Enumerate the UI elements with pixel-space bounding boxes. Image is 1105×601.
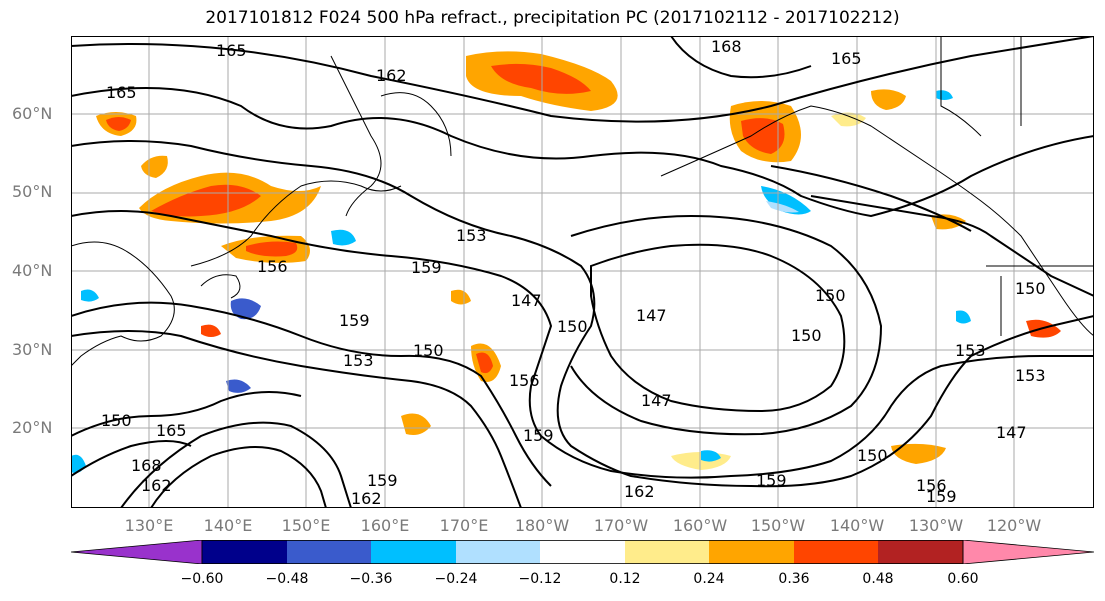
- contour-label: 156: [509, 371, 540, 390]
- lon-label: 140°E: [203, 516, 253, 535]
- contour-label: 165: [106, 83, 137, 102]
- map-panel: 165 165 162 168 165 153 156 159 159 153 …: [71, 36, 1094, 508]
- lat-label: 30°N: [12, 340, 53, 359]
- colorbar-tick-label: 0.48: [862, 571, 894, 587]
- colorbar-tick-label: −0.48: [265, 571, 309, 587]
- refractivity-contours: [71, 36, 1094, 508]
- contour-label: 168: [711, 37, 742, 56]
- contour-label: 162: [624, 482, 655, 501]
- contour-label: 147: [636, 306, 667, 325]
- colorbar-tick-label: 0.24: [693, 571, 725, 587]
- precip-shading-negative: [71, 90, 971, 474]
- colorbar-bin: [794, 540, 878, 564]
- lon-label: 150°W: [750, 516, 806, 535]
- colorbar-tick-label: −0.60: [180, 571, 224, 587]
- lon-label: 140°W: [829, 516, 885, 535]
- colorbar-bin: [878, 540, 963, 564]
- contour-label: 147: [511, 291, 542, 310]
- coastlines: [71, 36, 1094, 367]
- contour-label: 153: [456, 226, 487, 245]
- lon-label: 160°W: [672, 516, 728, 535]
- colorbar-extend-high: [962, 540, 1094, 564]
- contour-label: 150: [815, 286, 846, 305]
- colorbar-bin: [202, 540, 287, 564]
- contour-label: 147: [641, 391, 672, 410]
- contour-label: 150: [1015, 279, 1046, 298]
- contour-label: 153: [343, 351, 374, 370]
- lon-label: 180°W: [514, 516, 570, 535]
- contour-label: 159: [523, 426, 554, 445]
- colorbar: [71, 540, 1094, 564]
- contour-label: 165: [156, 421, 187, 440]
- colorbar-bin: [709, 540, 794, 564]
- contour-label: 159: [367, 471, 398, 490]
- lon-label: 170°W: [593, 516, 649, 535]
- contour-label: 159: [339, 311, 370, 330]
- contour-label: 153: [955, 341, 986, 360]
- contour-label: 159: [756, 471, 787, 490]
- colorbar-tick-label: 0.12: [609, 571, 641, 587]
- lon-label: 130°W: [908, 516, 964, 535]
- lat-label: 40°N: [12, 261, 53, 280]
- lat-label: 60°N: [12, 104, 53, 123]
- precip-shading-positive: [96, 51, 1061, 470]
- colorbar-tick-label: −0.12: [518, 571, 562, 587]
- lon-label: 130°E: [124, 516, 174, 535]
- lat-label: 50°N: [12, 182, 53, 201]
- contour-label: 168: [131, 456, 162, 475]
- colorbar-bin: [540, 540, 625, 564]
- contour-label: 156: [916, 476, 947, 495]
- map-gridlines: [71, 36, 1094, 508]
- contour-label: 156: [257, 257, 288, 276]
- colorbar-bin: [456, 540, 540, 564]
- lon-label: 150°E: [281, 516, 331, 535]
- lat-label: 20°N: [12, 418, 53, 437]
- contour-label: 159: [411, 258, 442, 277]
- colorbar-tick-label: −0.36: [349, 571, 393, 587]
- colorbar-tick-label: 0.36: [778, 571, 810, 587]
- colorbar-bin: [287, 540, 371, 564]
- lon-label: 160°E: [360, 516, 410, 535]
- contour-label: 153: [1015, 366, 1046, 385]
- colorbar-tick-label: −0.24: [434, 571, 478, 587]
- contour-label: 150: [857, 446, 888, 465]
- colorbar-tick-label: 0.60: [947, 571, 979, 587]
- contour-label: 150: [101, 411, 132, 430]
- map-frame: [71, 36, 1094, 508]
- lon-label: 120°W: [986, 516, 1042, 535]
- contour-label: 162: [376, 66, 407, 85]
- lon-label: 170°E: [439, 516, 489, 535]
- colorbar-bin: [625, 540, 709, 564]
- contour-label: 150: [413, 341, 444, 360]
- contour-label: 147: [996, 423, 1027, 442]
- contour-label: 165: [831, 49, 862, 68]
- contour-label: 162: [141, 476, 172, 495]
- map-title: 2017101812 F024 500 hPa refract., precip…: [205, 8, 900, 28]
- colorbar-bin: [371, 540, 456, 564]
- contour-labels: 165 165 162 168 165 153 156 159 159 153 …: [101, 37, 1046, 508]
- contour-label: 165: [216, 41, 247, 60]
- colorbar-extend-low: [71, 540, 203, 564]
- contour-label: 150: [557, 317, 588, 336]
- contour-label: 159: [926, 487, 957, 506]
- contour-label: 150: [791, 326, 822, 345]
- contour-label: 162: [351, 489, 382, 508]
